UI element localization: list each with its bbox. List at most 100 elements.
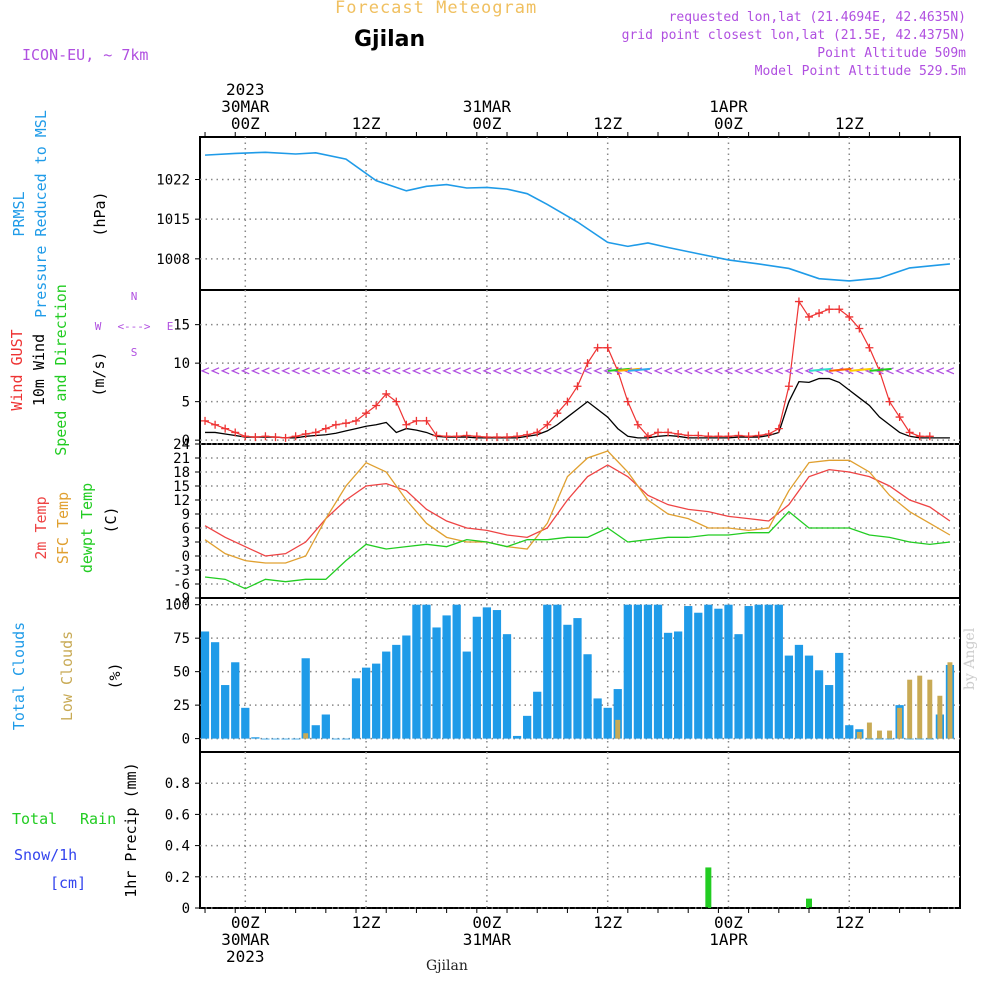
time-label: 12Z	[835, 114, 864, 133]
compass-w: W	[95, 320, 102, 333]
wind-arrow	[250, 367, 260, 375]
total-cloud-bar	[412, 604, 421, 739]
total-cloud-bar	[543, 604, 552, 739]
total-cloud-bar	[402, 635, 411, 739]
gust-marker	[492, 433, 501, 442]
wind-arrow	[593, 367, 602, 375]
total-cloud-bar	[452, 604, 461, 739]
wind-speed-dir-label: Speed and Direction	[52, 284, 70, 456]
gust-marker	[855, 324, 864, 333]
gust-marker	[694, 431, 703, 440]
wind-arrow	[603, 367, 612, 375]
wind-arrow	[693, 367, 703, 375]
low-cloud-label: Low Clouds	[58, 631, 76, 721]
gust-marker	[744, 432, 753, 441]
total-cloud-bar	[210, 642, 220, 739]
total-cloud-bar	[331, 738, 341, 740]
total-cloud-bar	[442, 615, 451, 739]
gust-marker	[261, 432, 270, 441]
wind-speed-line	[205, 377, 950, 439]
time-label: 31MAR	[463, 97, 512, 116]
time-label: 12Z	[593, 913, 622, 932]
gust-marker	[724, 432, 733, 441]
gust-marker	[271, 433, 280, 442]
wind-arrow	[452, 367, 461, 375]
total-cloud-bar	[603, 707, 612, 739]
y-tick-label: 18	[173, 465, 190, 481]
wind-arrow	[462, 367, 471, 375]
total-cloud-label: Total Clouds	[10, 622, 28, 730]
gust-marker	[301, 429, 310, 438]
y-tick-label: 15	[173, 318, 190, 334]
wind-arrow	[331, 367, 341, 375]
gust-marker	[432, 431, 441, 440]
gust-marker	[925, 432, 934, 441]
y-tick-label: 1015	[156, 212, 190, 228]
rain-label: Rain	[80, 810, 116, 828]
low-cloud-bar	[876, 730, 882, 739]
low-cloud-bar	[303, 733, 309, 739]
gust-marker	[563, 397, 572, 406]
wind-arrow	[572, 367, 582, 375]
requested-coords: requested lon,lat (21.4694E, 42.4635N)	[668, 10, 966, 25]
time-label: 00Z	[231, 913, 260, 932]
gust-marker	[513, 432, 522, 441]
gust-marker	[372, 401, 381, 410]
wind-arrow	[925, 367, 935, 375]
gust-marker	[251, 433, 260, 442]
gust-marker	[321, 424, 330, 433]
total-cloud-bar	[734, 634, 743, 739]
total-cloud-bar	[563, 624, 572, 739]
wind-arrow	[663, 367, 673, 375]
model-altitude: Model Point Altitude 529.5m	[754, 64, 966, 79]
gust-marker	[835, 305, 844, 314]
temp-dew-line	[204, 510, 951, 590]
wind-arrow	[391, 367, 401, 375]
total-cloud-bar	[512, 735, 522, 739]
rain-bar	[705, 867, 712, 908]
total-cloud-bar	[482, 607, 492, 739]
low-cloud-bar	[917, 675, 923, 739]
wind-arrow	[764, 367, 773, 375]
gust-marker	[311, 428, 320, 437]
gust-marker	[905, 428, 914, 437]
total-cloud-bar	[281, 738, 290, 740]
total-cloud-bar	[502, 634, 512, 739]
total-cloud-bar	[361, 667, 371, 739]
gust-marker	[714, 432, 723, 441]
wind-arrow	[502, 367, 512, 375]
temp-unit: (C)	[102, 506, 120, 533]
y-tick-label: 1022	[156, 173, 190, 189]
gust-marker	[794, 297, 803, 306]
gust-marker	[211, 420, 220, 429]
wind-arrow	[432, 367, 441, 375]
y-tick-label: 9	[182, 507, 190, 523]
time-label: 12Z	[593, 114, 622, 133]
wind-arrow	[200, 367, 210, 375]
y-tick-label: 0.2	[165, 870, 190, 886]
y-tick-label: 0.4	[165, 839, 190, 855]
y-tick-label: 75	[173, 631, 190, 647]
total-cloud-bar	[221, 685, 230, 739]
wind-arrow	[784, 367, 794, 375]
total-cloud-bar	[825, 685, 834, 739]
wind-arrow	[240, 367, 250, 375]
wind-arrow	[522, 367, 532, 375]
pressure-label-a: PRMSL	[10, 191, 28, 236]
pressure-line	[204, 151, 951, 282]
total-cloud-bar	[663, 632, 673, 739]
gust-marker	[553, 409, 562, 418]
gust-marker	[643, 432, 652, 441]
figure-title: Forecast Meteogram	[335, 0, 538, 18]
total-cloud-bar	[643, 604, 653, 739]
wind-arrow	[794, 367, 804, 375]
total-cloud-bar	[492, 610, 502, 739]
gust-marker	[815, 309, 824, 318]
panel-frame-1	[199, 289, 961, 445]
total-cloud-bar	[261, 738, 270, 740]
total-cloud-bar	[291, 738, 300, 740]
wind-arrow	[723, 367, 733, 375]
gust-marker	[281, 433, 290, 442]
time-label: 30MAR	[221, 930, 270, 949]
y-tick-label: 0.6	[165, 807, 190, 823]
